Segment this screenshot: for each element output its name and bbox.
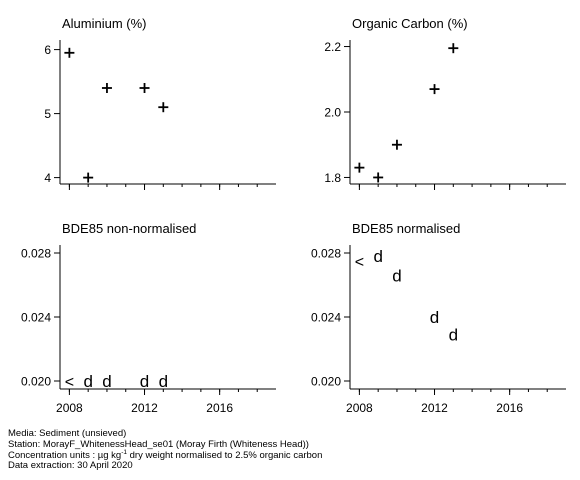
y-tick-label: 0.028 bbox=[311, 247, 341, 261]
d-marker: d bbox=[449, 326, 458, 345]
caption-units-prefix: Concentration units : µg kg bbox=[8, 449, 122, 461]
caption-extraction: Data extraction: 30 April 2020 bbox=[8, 460, 133, 472]
chart-panel-2: Organic Carbon (%) 1.8 2.0 2.2 bbox=[324, 16, 566, 190]
y-tick-label: 1.8 bbox=[324, 171, 341, 185]
panel-title: BDE85 normalised bbox=[352, 221, 460, 236]
d-marker: d bbox=[159, 372, 168, 391]
panel-title: BDE85 non-normalised bbox=[62, 221, 196, 236]
y-tick-label: 4 bbox=[44, 171, 51, 185]
x-tick-label: 2008 bbox=[346, 401, 373, 415]
d-marker: d bbox=[83, 372, 92, 391]
less-than-marker: < bbox=[355, 254, 364, 271]
y-tick-label: 0.024 bbox=[21, 311, 51, 325]
caption-units-suffix: dry weight normalised to 2.5% organic ca… bbox=[126, 449, 323, 461]
x-tick-label: 2016 bbox=[206, 401, 233, 415]
data-point bbox=[429, 84, 440, 95]
y-tick-label: 2.2 bbox=[324, 40, 341, 54]
caption: Media: Sediment (unsieved) Station: Mora… bbox=[8, 428, 323, 472]
panel-title: Aluminium (%) bbox=[62, 16, 147, 31]
chart-panel-3: BDE85 non-normalised 2008 2012 2016 0.020 0.0… bbox=[21, 221, 276, 415]
d-marker: d bbox=[373, 247, 382, 266]
data-point bbox=[448, 43, 459, 54]
y-tick-label: 0.028 bbox=[21, 247, 51, 261]
data-point bbox=[83, 172, 94, 183]
d-marker: d bbox=[430, 308, 439, 327]
caption-units-sup: -1 bbox=[121, 448, 127, 456]
caption-units: Concentration units : µg kg-1 dry weight… bbox=[8, 448, 323, 462]
d-marker: d bbox=[102, 372, 111, 391]
chart-panel-1: Aluminium (%) 4 5 6 bbox=[44, 16, 276, 190]
y-tick-label: 6 bbox=[44, 43, 51, 57]
y-tick-label: 0.024 bbox=[311, 311, 341, 325]
x-tick-label: 2008 bbox=[56, 401, 83, 415]
data-point bbox=[101, 83, 112, 93]
caption-station: Station: MorayF_WhitenessHead_se01 (Mora… bbox=[8, 438, 309, 450]
data-point bbox=[158, 102, 169, 113]
y-tick-label: 0.020 bbox=[311, 375, 341, 389]
y-tick-label: 0.020 bbox=[21, 375, 51, 389]
x-tick-label: 2012 bbox=[131, 401, 158, 415]
d-marker: d bbox=[140, 372, 149, 391]
less-than-marker: < bbox=[65, 374, 74, 391]
y-tick-label: 5 bbox=[44, 107, 51, 121]
panel-title: Organic Carbon (%) bbox=[352, 16, 468, 31]
y-tick-label: 2.0 bbox=[324, 106, 341, 120]
data-point bbox=[373, 172, 384, 183]
data-point bbox=[354, 162, 365, 173]
data-point bbox=[64, 47, 75, 58]
x-tick-label: 2016 bbox=[496, 401, 523, 415]
d-marker: d bbox=[392, 266, 401, 285]
caption-media: Media: Sediment (unsieved) bbox=[8, 428, 127, 439]
x-tick-label: 2012 bbox=[421, 401, 448, 415]
data-point bbox=[391, 139, 402, 150]
data-point bbox=[139, 83, 150, 93]
chart-panel-4: BDE85 normalised 2008 2012 2016 0.020 0.024 0.… bbox=[311, 221, 566, 415]
